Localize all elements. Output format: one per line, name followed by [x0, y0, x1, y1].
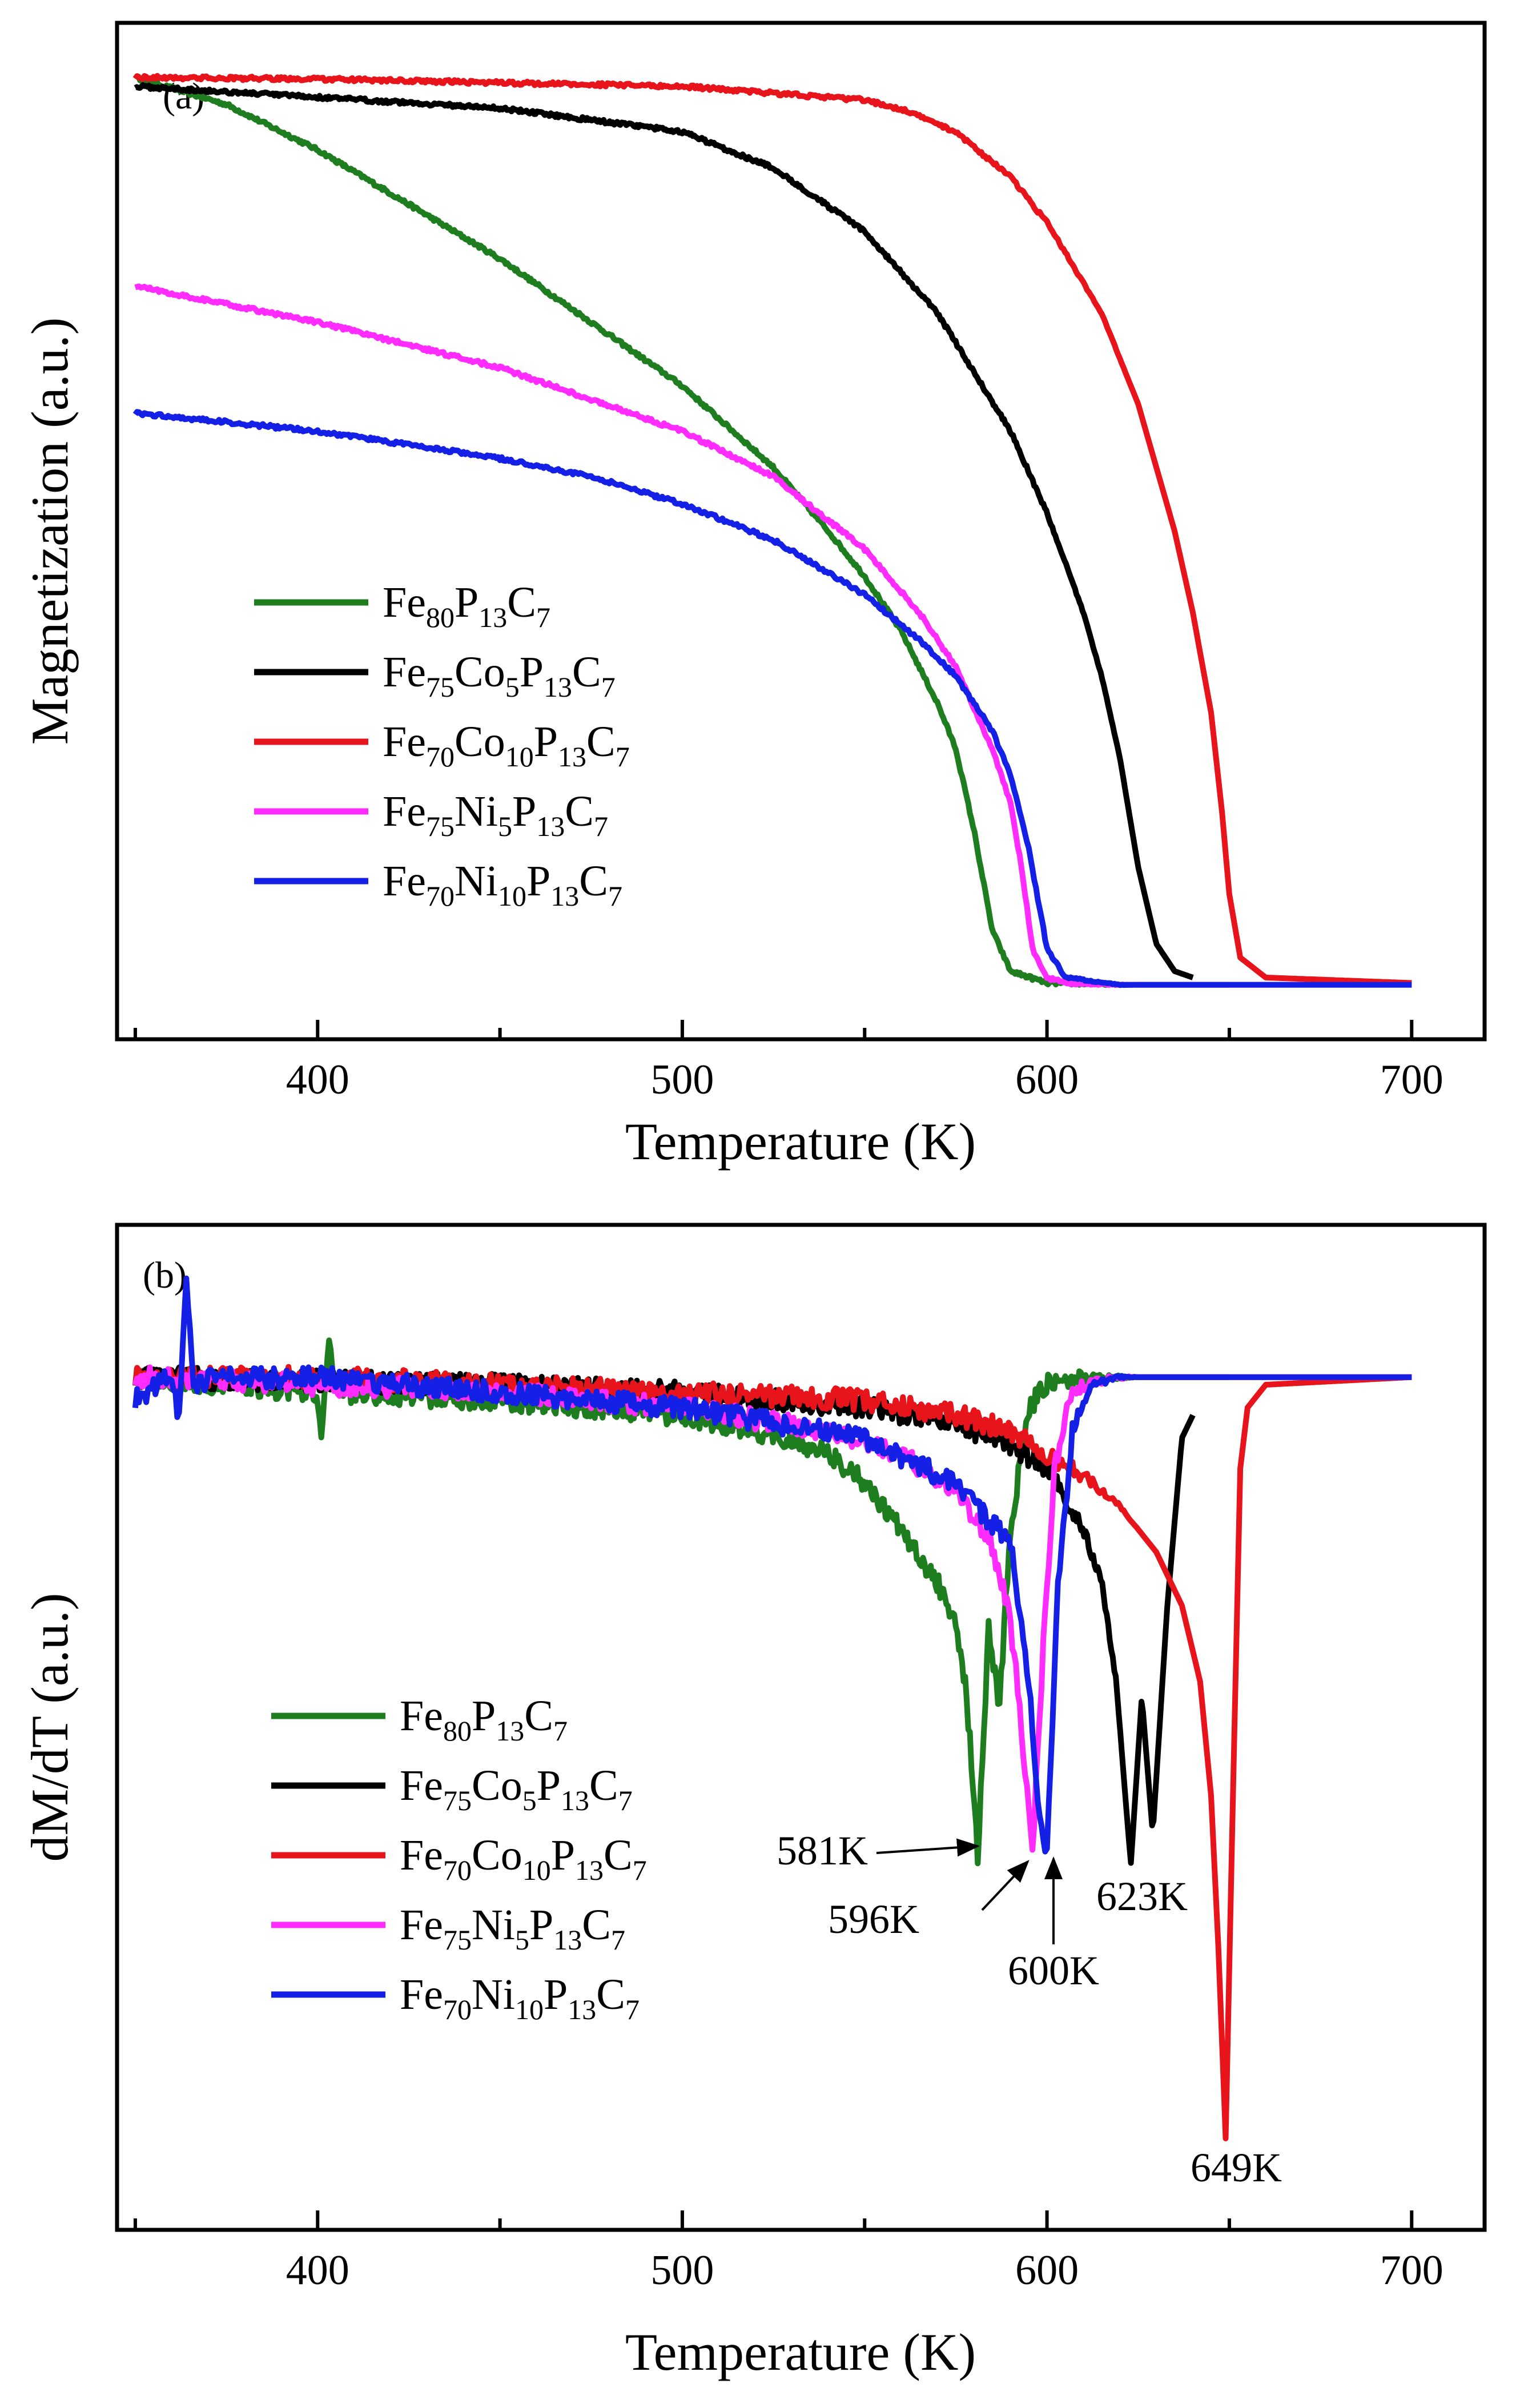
legend-label: Fe70Co10P13C7	[383, 718, 630, 773]
panel-a-x-ticks: 400 500 600 700	[133, 1020, 1443, 1103]
peak-annotation: 600K	[1008, 1948, 1099, 1993]
series-line-Fe80P13C7	[132, 1337, 1231, 1867]
panel-a-series	[132, 73, 1413, 988]
panel-b-x-axis-title: Temperature (K)	[625, 2323, 976, 2381]
legend-label: Fe75Co5P13C7	[383, 648, 616, 703]
x-tick-label: 400	[286, 2247, 349, 2294]
x-tick-label: 600	[1015, 1056, 1079, 1103]
panel-b-label: (b)	[143, 1255, 187, 1296]
panel-b-series	[132, 1275, 1413, 2141]
legend-label: Fe70Ni10P13C7	[383, 857, 622, 912]
panel-b-annotations: 581K 596K 600K 623K 649K	[777, 1828, 1282, 2190]
series-line-Fe70Co10P13C7	[132, 73, 1413, 986]
legend-label: Fe70Ni10P13C7	[400, 1971, 640, 2025]
x-tick-label: 400	[286, 1056, 349, 1103]
peak-annotation: 623K	[1096, 1874, 1188, 1919]
legend-label: Fe80P13C7	[383, 578, 550, 633]
panel-a-frame	[115, 21, 1487, 1042]
series-line-Fe80P13C7	[132, 74, 1231, 988]
panel-a-legend: Fe80P13C7 Fe75Co5P13C7 Fe70Co10P13C7 Fe75Ni…	[254, 578, 630, 912]
panel-b-y-axis-title: dM/dT (a.u.)	[21, 1593, 79, 1862]
legend-label: Fe70Co10P13C7	[400, 1831, 647, 1886]
peak-annotation: 596K	[828, 1896, 919, 1942]
panel-b-frame	[115, 1223, 1487, 2232]
x-tick-label: 700	[1380, 2247, 1443, 2294]
x-tick-label: 600	[1015, 2247, 1079, 2294]
panel-a-y-axis-title: Magnetization (a.u.)	[21, 317, 79, 745]
series-line-Fe75Co5P13C7	[134, 82, 1195, 980]
legend-label: Fe75Co5P13C7	[400, 1762, 633, 1816]
x-tick-label: 500	[650, 2247, 714, 2294]
x-tick-label: 500	[650, 1056, 714, 1103]
panel-b-legend: Fe80P13C7 Fe75Co5P13C7 Fe70Co10P13C7 Fe75Ni…	[271, 1692, 647, 2025]
legend-label: Fe80P13C7	[400, 1692, 568, 1747]
annotation-arrow	[981, 1860, 1030, 1911]
x-tick-label: 700	[1380, 1056, 1443, 1103]
annotation-arrow	[876, 1838, 980, 1857]
panel-a-magnetization-chart: (a) 400 500 600 700 Fe80P13C7Fe75Co5P13C7Fe…	[21, 21, 1487, 1171]
legend-label: Fe75Ni5P13C7	[400, 1901, 625, 1956]
peak-annotation: 581K	[777, 1828, 868, 1874]
series-line-Fe70Ni10P13C7	[132, 1275, 1413, 1855]
peak-annotation: 649K	[1191, 2145, 1282, 2190]
panel-b-x-ticks: 400 500 600 700	[133, 2210, 1443, 2294]
panel-a-x-axis-title: Temperature (K)	[625, 1112, 976, 1171]
series-line-Fe70Ni10P13C7	[132, 409, 1413, 988]
panel-b-derivative-chart: (b) 400 500 600 700 Fe80P13C7Fe75Co5P13C7Fe…	[21, 1223, 1487, 2381]
legend-label: Fe75Ni5P13C7	[383, 787, 608, 842]
